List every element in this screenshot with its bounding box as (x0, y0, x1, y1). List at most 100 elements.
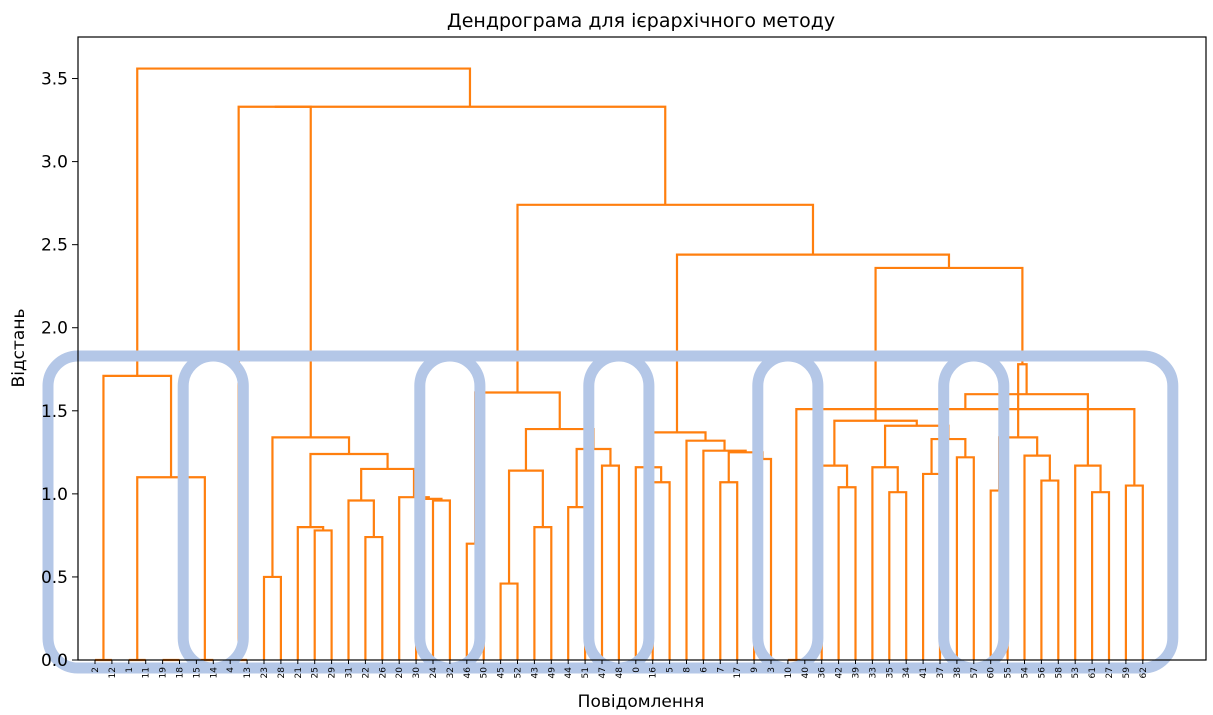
plot-frame (77, 36, 1207, 661)
dendrogram-link (871, 466, 899, 660)
leaf-label: 62 (1139, 667, 1149, 678)
leaf-label: 57 (970, 667, 980, 678)
y-tick-label: 2.5 (41, 236, 68, 256)
dendrogram-link (499, 582, 519, 660)
leaf-label: 17 (733, 667, 743, 678)
dendrogram-link (647, 431, 707, 468)
leaf-label: 7 (716, 667, 726, 673)
dendrogram-link (964, 393, 1089, 466)
leaf-label: 60 (987, 667, 997, 679)
dendrogram-link (955, 456, 975, 660)
leaf-label: 18 (176, 667, 186, 679)
leaf-label: 24 (429, 667, 439, 679)
y-tick-label: 3.5 (41, 70, 68, 90)
leaf-label: 35 (885, 667, 895, 678)
y-axis-title: Відстань (9, 309, 29, 388)
dendrogram-link (1017, 363, 1028, 438)
dendrogram-link (567, 506, 587, 660)
dendrogram-link (474, 391, 561, 544)
dendrogram-link (364, 535, 384, 660)
leaf-label: 30 (412, 667, 422, 679)
dendrogram-link (431, 499, 451, 660)
leaf-label: 31 (345, 667, 355, 678)
dendrogram-link (795, 408, 1136, 660)
y-tick-label: 1.5 (41, 402, 68, 422)
leaf-label: 39 (852, 667, 862, 679)
leaf-label: 6 (699, 667, 709, 673)
leaf-label: 47 (598, 667, 608, 678)
y-tick-label: 2.0 (41, 319, 68, 339)
dendrogram-link (833, 419, 918, 466)
dendrogram-link (262, 575, 282, 660)
y-axis: 0.0 0.5 1.0 1.5 2.0 2.5 3.0 3.5 (41, 70, 78, 671)
leaf-label: 59 (1122, 667, 1132, 679)
leaf-label: 51 (581, 667, 591, 678)
leaf-label: 52 (514, 667, 524, 678)
dendrogram-link (1040, 479, 1060, 660)
leaf-label: 58 (1054, 667, 1064, 679)
leaf-label: 27 (1105, 667, 1115, 678)
leaf-label: 12 (108, 667, 118, 678)
leaf-label: 44 (564, 667, 574, 679)
dendrogram-link (136, 476, 206, 660)
dendrogram-link (136, 67, 472, 376)
leaf-label: 14 (209, 667, 219, 679)
dendrogram-link (360, 467, 416, 501)
leaf-label: 23 (260, 667, 270, 678)
dendrogram-link (888, 491, 908, 660)
x-axis-title: Повідомлення (578, 692, 705, 712)
leaf-label: 49 (547, 667, 557, 679)
cluster-box (42, 350, 249, 674)
leaf-label: 28 (277, 667, 287, 679)
leaf-label: 0 (632, 667, 642, 673)
leaf-label: 56 (1037, 667, 1047, 679)
leaf-label: 2 (91, 667, 101, 673)
leaf-label: 50 (480, 667, 490, 679)
leaf-label: 54 (1021, 667, 1031, 679)
dendrogram-link (820, 464, 849, 660)
chart-title: Дендрограма для ієрархічного методу (447, 10, 835, 32)
leaf-label: 48 (615, 667, 625, 679)
leaf-label: 43 (530, 667, 540, 678)
leaf-label: 20 (395, 667, 405, 679)
leaf-label: 42 (835, 667, 845, 678)
dendrogram-links (95, 67, 1144, 662)
cluster-box (938, 350, 1179, 674)
leaf-label: 22 (361, 667, 371, 678)
leaf-label: 3 (767, 667, 777, 673)
dendrogram-link (309, 452, 389, 528)
leaf-label: 61 (1088, 667, 1098, 678)
leaf-label: 53 (1071, 667, 1081, 678)
dendrogram-link (516, 203, 815, 393)
leaf-label: 4 (226, 667, 236, 673)
leaf-label: 10 (784, 667, 794, 679)
cluster-box (177, 350, 486, 674)
dendrogram-link (1091, 491, 1111, 660)
dendrogram-link (600, 464, 620, 660)
cluster-box (414, 350, 655, 674)
dendrogram-link (313, 529, 333, 660)
leaf-label: 33 (868, 667, 878, 678)
dendrogram-link (1124, 484, 1144, 660)
leaf-label: 15 (192, 667, 202, 678)
leaf-label: 32 (446, 667, 456, 678)
leaf-label: 55 (1004, 667, 1014, 678)
leaf-label: 13 (243, 667, 253, 678)
dendrogram-link (719, 481, 739, 660)
leaf-label: 38 (953, 667, 963, 679)
leaf-label: 46 (463, 667, 473, 679)
dendrogram-link (274, 105, 667, 205)
dendrogram-link (922, 472, 942, 660)
y-tick-label: 1.0 (41, 485, 68, 505)
leaf-label: 9 (750, 667, 760, 673)
cluster-box (583, 350, 824, 674)
cluster-highlight-boxes (42, 350, 1179, 674)
y-tick-label: 0.5 (41, 568, 68, 588)
leaf-label: 29 (328, 667, 338, 679)
leaf-label: 41 (919, 667, 929, 678)
x-axis-leaf-labels: 2 12 1 11 19 18 15 14 4 13 23 28 21 25 29 31 22 26 20 30 24 3… (91, 660, 1149, 678)
dendrogram-link (675, 253, 951, 433)
leaf-label: 45 (497, 667, 507, 678)
leaf-label: 16 (649, 667, 659, 679)
